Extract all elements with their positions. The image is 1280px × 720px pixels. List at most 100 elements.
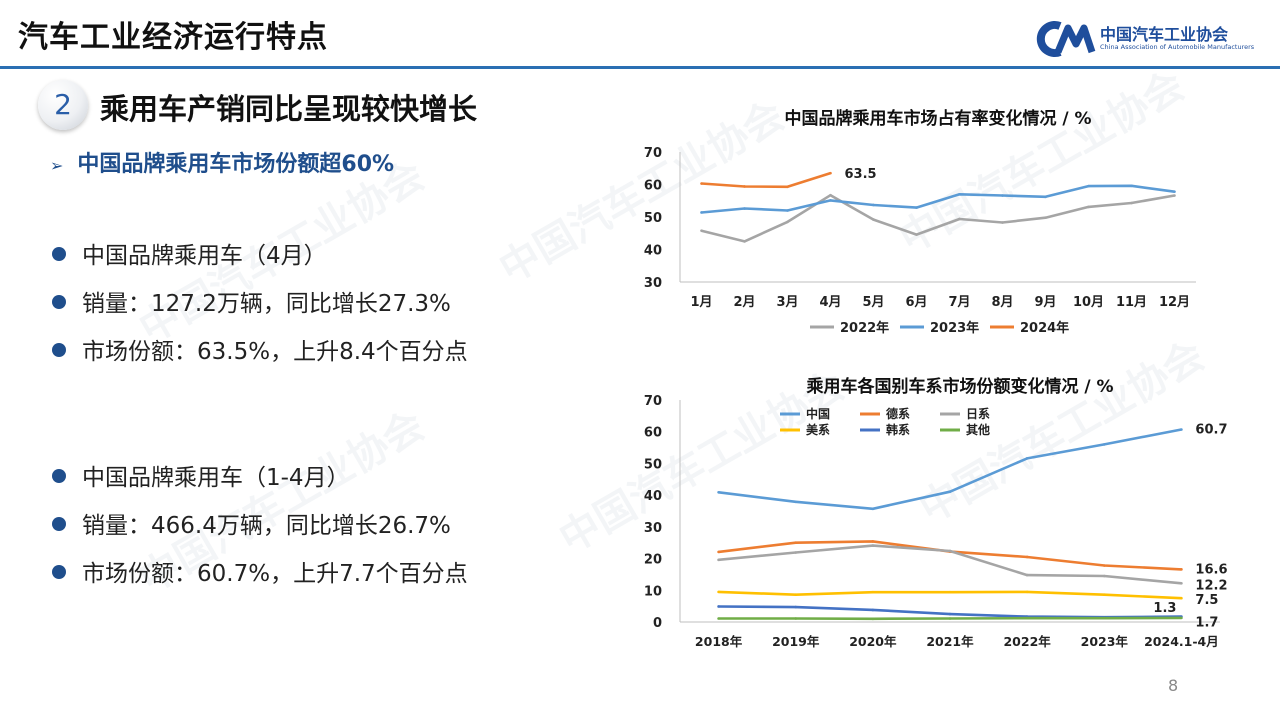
data-point [1087, 184, 1090, 188]
brand-share-monthly-chart: 中国品牌乘用车市场占有率变化情况 / % 30 40 50 60 70 1月 2月 3月 4月 5月… [644, 108, 1196, 336]
data-point [1087, 205, 1090, 209]
x-tick-label: 2019年 [772, 634, 820, 649]
data-point [1025, 573, 1029, 577]
bullet-item: 市场份额：60.7%，上升7.7个百分点 [52, 554, 468, 588]
data-point [794, 617, 798, 620]
bullet-item: 市场份额：63.5%，上升8.4个百分点 [52, 332, 468, 366]
x-tick-label: 2023年 [1081, 634, 1129, 649]
y-tick-label: 10 [644, 584, 662, 599]
data-point [948, 549, 952, 553]
bullet-dot-icon [52, 295, 66, 309]
data-point [1102, 564, 1106, 567]
data-point [717, 590, 720, 594]
end-value-label: 60.7 [1195, 422, 1227, 437]
data-point [871, 507, 875, 511]
legend-label: 日系 [966, 406, 990, 421]
data-point [958, 192, 961, 196]
y-tick-label: 40 [644, 489, 662, 504]
legend-label: 2022年 [840, 320, 889, 336]
end-value-label: 1.3 [1153, 601, 1176, 616]
data-point [1102, 443, 1106, 446]
x-tick-label: 2024.1-4月 [1144, 634, 1219, 649]
bullet-dot-icon [52, 517, 66, 531]
x-tick-label: 2018年 [695, 634, 743, 649]
data-point [717, 550, 720, 554]
data-point [1130, 201, 1133, 205]
data-point [871, 540, 875, 543]
bullet-item: 销量：127.2万辆，同比增长27.3% [52, 284, 451, 318]
legend-label: 其他 [966, 422, 990, 437]
data-point [871, 590, 875, 594]
legend-label: 德系 [886, 406, 910, 421]
logo-chinese-name: 中国汽车工业协会 [1100, 25, 1229, 44]
data-point [1025, 616, 1029, 620]
data-point [915, 233, 918, 236]
chart-title: 乘用车各国别车系市场份额变化情况 / % [805, 376, 1113, 397]
data-point [871, 544, 875, 547]
y-tick-label: 30 [644, 276, 662, 291]
legend-label: 2023年 [930, 320, 979, 336]
caam-logo: 中国汽车工业协会 China Association of Automobile… [1036, 18, 1276, 62]
data-point [794, 551, 798, 554]
data-point [717, 558, 720, 562]
header-divider [0, 66, 1280, 69]
data-point [743, 207, 746, 210]
x-tick-label: 2021年 [926, 634, 974, 649]
data-point [786, 209, 789, 212]
series-line-2023年 [701, 184, 1175, 214]
data-point [700, 182, 703, 185]
data-point [743, 185, 746, 188]
data-point [717, 605, 720, 608]
y-tick-label: 50 [644, 457, 662, 472]
data-point [700, 211, 703, 214]
series-line-中国 [718, 428, 1182, 511]
bullet-dot-icon [52, 343, 66, 357]
data-point [829, 171, 832, 175]
x-tick-label: 10月 [1073, 295, 1104, 310]
data-point [1001, 221, 1004, 224]
y-tick-label: 60 [644, 179, 662, 194]
data-point [1025, 590, 1029, 594]
y-tick-label: 50 [644, 211, 662, 226]
data-point [717, 490, 720, 494]
x-tick-label: 1月 [690, 295, 712, 310]
data-point [1180, 568, 1183, 571]
x-tick-label: 2022年 [1003, 634, 1051, 649]
y-tick-label: 70 [644, 394, 662, 409]
y-tick-label: 60 [644, 426, 662, 441]
data-point [794, 605, 798, 609]
bullet-item: 中国品牌乘用车（1-4月） [52, 458, 350, 492]
bullet-dot-icon [52, 469, 66, 483]
data-point [786, 185, 789, 189]
bullet-dot-icon [52, 247, 66, 261]
data-point [872, 203, 875, 207]
data-point [948, 617, 952, 620]
page-title: 汽车工业经济运行特点 [18, 20, 328, 55]
data-point [872, 218, 875, 221]
data-point [871, 617, 875, 621]
key-point: ➢ 中国品牌乘用车市场份额超60% [50, 146, 394, 178]
legend-label: 美系 [806, 422, 830, 437]
data-point [794, 541, 798, 545]
series-line-2024年 [701, 171, 831, 189]
legend-label: 韩系 [886, 422, 910, 437]
y-tick-label: 20 [644, 553, 662, 568]
data-point [1025, 457, 1029, 460]
data-point [915, 206, 918, 209]
series-line-韩系 [718, 605, 1182, 619]
data-point [1180, 596, 1183, 600]
data-label: 63.5 [845, 167, 877, 182]
data-point [948, 590, 952, 594]
data-point [829, 193, 832, 197]
page-number: 8 [1168, 676, 1179, 695]
data-point [786, 220, 789, 224]
data-point [794, 593, 798, 597]
end-value-label: 1.7 [1195, 616, 1218, 631]
x-tick-label: 3月 [776, 295, 798, 310]
x-tick-label: 2月 [733, 295, 755, 310]
section-number-badge: 2 [38, 80, 88, 130]
data-point [1025, 555, 1029, 559]
data-point [794, 500, 798, 504]
data-point [1102, 593, 1106, 597]
data-point [1044, 195, 1047, 199]
